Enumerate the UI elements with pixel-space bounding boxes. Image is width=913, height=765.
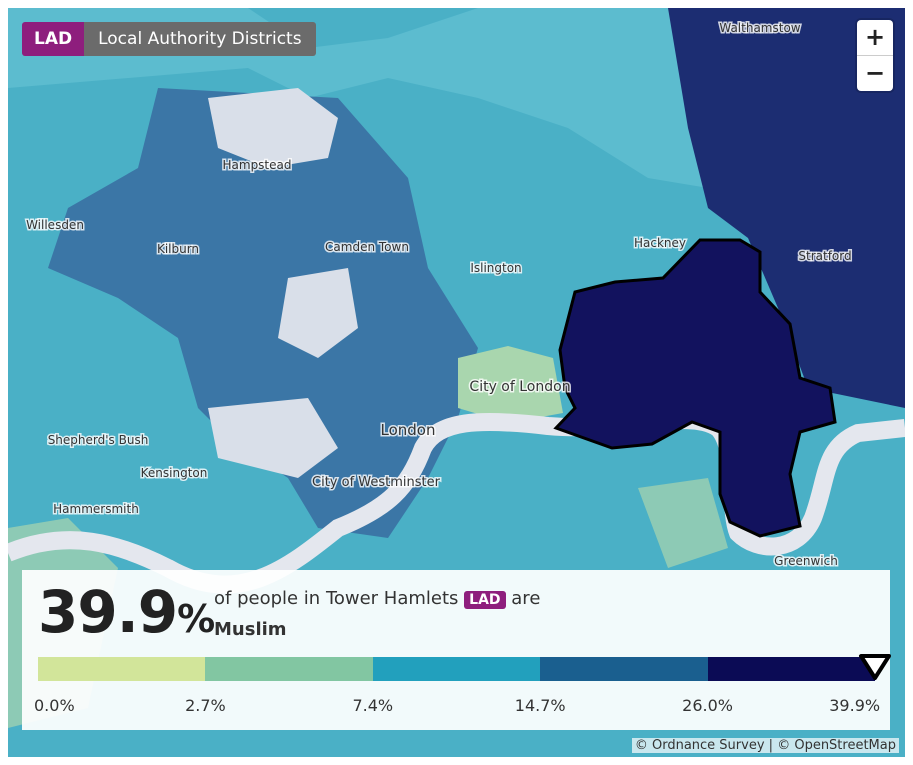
marker-triangle [859, 654, 891, 680]
layer-name: Local Authority Districts [84, 22, 316, 56]
place-label: City of London [469, 379, 570, 395]
legend-swatch [205, 657, 373, 681]
attribution: © Ordnance Survey | © OpenStreetMap [631, 738, 899, 753]
zoom-in[interactable]: + [864, 23, 886, 51]
place-label: London [381, 421, 436, 439]
place-label: City of Westminster [312, 475, 441, 490]
place-label: Walthamstow [719, 21, 800, 35]
tower-hamlets-outline[interactable] [553, 238, 837, 538]
legend-break: 2.7% [185, 696, 226, 715]
legend-swatch [707, 657, 876, 681]
map[interactable]: Walthamstow Hampstead Willesden Kilburn … [8, 8, 905, 757]
park [208, 398, 338, 478]
legend-ticks: 0.0% 2.7% 7.4% 14.7% 26.0% 39.9% [34, 696, 880, 720]
legend-break: 39.9% [829, 696, 881, 715]
legend-break: 0.0% [34, 696, 75, 715]
legend-swatch [372, 657, 541, 681]
place-label: Stratford [798, 249, 851, 263]
zoom-control: + − [857, 20, 893, 91]
attribution-osm[interactable]: © OpenStreetMap [777, 738, 896, 753]
city-of-london [458, 346, 563, 423]
legend-break: 26.0% [682, 696, 734, 715]
park [638, 478, 728, 568]
place-label: Willesden [26, 218, 84, 232]
prefix: of people in Tower Hamlets [214, 588, 459, 609]
value: 39.9 [38, 578, 178, 646]
zoom-out[interactable]: − [857, 55, 893, 91]
area-badge: LAD [464, 591, 506, 609]
value-marker [859, 654, 891, 680]
suffix: are [511, 588, 541, 609]
legend-swatch [540, 657, 708, 681]
region [668, 8, 905, 408]
legend-swatch [38, 657, 206, 681]
place-label: Islington [470, 261, 521, 275]
park [278, 268, 358, 358]
place-label: Greenwich [774, 554, 838, 568]
attribution-os: © Ordnance Survey [634, 738, 765, 753]
park [208, 88, 338, 168]
place-label: Hackney [634, 236, 686, 250]
headline-value: 39.9% [38, 578, 215, 646]
description: of people in Tower Hamlets LAD are Musli… [214, 584, 540, 645]
place-label: Kensington [141, 466, 208, 480]
category: Muslim [214, 619, 287, 640]
legend-bar [38, 657, 876, 681]
place-label: Hammersmith [53, 502, 139, 516]
layer-code: LAD [22, 22, 85, 56]
place-label: Shepherd's Bush [48, 433, 149, 447]
legend-break: 7.4% [352, 696, 394, 715]
unit: % [177, 597, 215, 641]
info-panel: 39.9% of people in Tower Hamlets LAD are… [22, 570, 891, 730]
place-label: Hampstead [223, 158, 292, 172]
attribution-sep: | [768, 738, 774, 753]
place-label: Kilburn [157, 242, 199, 256]
legend-break: 14.7% [514, 696, 566, 715]
layer-badge[interactable]: LAD Local Authority Districts [22, 22, 316, 56]
place-label: Camden Town [325, 240, 409, 254]
region [48, 88, 478, 538]
